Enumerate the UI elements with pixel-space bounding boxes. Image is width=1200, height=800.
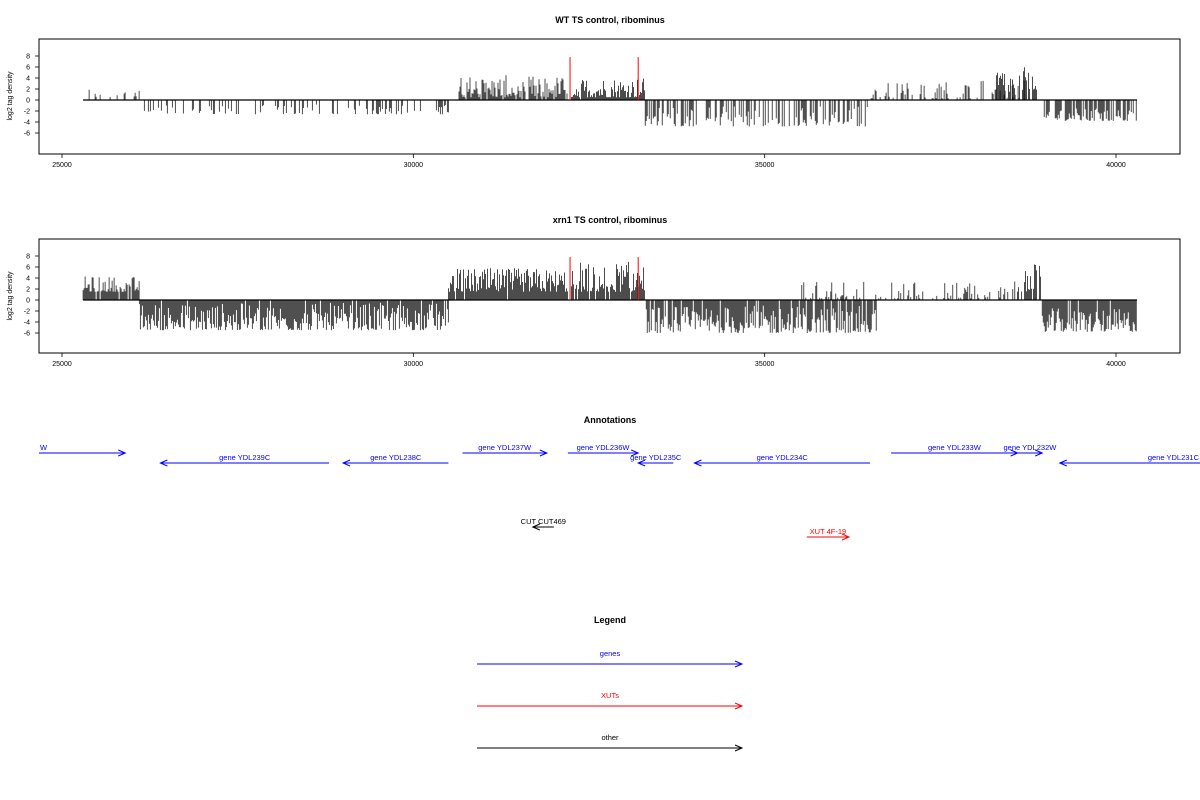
signal-segment bbox=[458, 75, 568, 100]
x-tick-label: 30000 bbox=[404, 162, 424, 169]
feature-arrow bbox=[531, 523, 554, 531]
y-tick-label: 4 bbox=[26, 76, 30, 83]
y-axis-label: log2 tag density bbox=[7, 71, 14, 121]
y-tick-label: -4 bbox=[24, 320, 30, 327]
feature-arrow bbox=[1058, 459, 1200, 467]
legend-arrow bbox=[477, 702, 744, 710]
panel-wt-ts-control: WT TS control, ribominus log2 tag densit… bbox=[7, 15, 1181, 170]
y-tick-label: -2 bbox=[24, 109, 30, 116]
y-tick-label: -6 bbox=[24, 331, 30, 338]
feature-label: gene YDL238C bbox=[370, 453, 422, 462]
signal-segment bbox=[138, 300, 449, 331]
x-tick-label: 35000 bbox=[755, 162, 775, 169]
x-tick-label: 25000 bbox=[52, 162, 72, 169]
y-tick-label: 4 bbox=[26, 276, 30, 283]
signal-segment bbox=[1017, 264, 1041, 300]
feature-arrow bbox=[567, 449, 640, 457]
legend-items: genes XUTs other bbox=[477, 649, 744, 752]
axis-ticks: 8 6 4 2 0 -2 -4 -6 25000 30000 35000 40000 bbox=[24, 54, 1126, 170]
signal-segment bbox=[143, 100, 449, 115]
signal-marks bbox=[83, 57, 1138, 127]
legend: Legend genes XUTs other bbox=[477, 615, 744, 752]
y-tick-label: -4 bbox=[24, 120, 30, 127]
plot-frame bbox=[38, 238, 1181, 354]
feature-arrow bbox=[341, 459, 449, 467]
panel-title: xrn1 TS control, ribominus bbox=[553, 215, 668, 225]
signal-segment bbox=[644, 100, 868, 127]
x-tick-label: 40000 bbox=[1106, 162, 1126, 169]
y-tick-label: -2 bbox=[24, 309, 30, 316]
legend-label: genes bbox=[600, 649, 621, 658]
panel-xrn1-ts-control: xrn1 TS control, ribominus log2 tag dens… bbox=[7, 215, 1181, 369]
signal-segment bbox=[645, 300, 877, 333]
feature-label: gene YDL234C bbox=[757, 453, 809, 462]
signal-segment bbox=[1043, 100, 1137, 121]
y-tick-label: 6 bbox=[26, 265, 30, 272]
feature-arrow bbox=[39, 449, 127, 457]
y-tick-label: 0 bbox=[26, 298, 30, 305]
signal-segment bbox=[571, 78, 645, 100]
y-tick-label: -6 bbox=[24, 131, 30, 138]
signal-segment bbox=[88, 89, 140, 100]
signal-marks bbox=[82, 257, 1138, 333]
y-tick-label: 6 bbox=[26, 65, 30, 72]
signal-segment bbox=[571, 261, 645, 300]
feature-label: gene YDL239C bbox=[219, 453, 271, 462]
feature-label: gene YDL231C bbox=[1148, 453, 1200, 462]
feature-label: gene YDL232W bbox=[1004, 443, 1058, 452]
signal-segment bbox=[448, 268, 568, 300]
legend-title: Legend bbox=[594, 615, 626, 625]
y-tick-label: 2 bbox=[26, 87, 30, 94]
y-tick-label: 2 bbox=[26, 287, 30, 294]
feature-label: gene YDL233W bbox=[928, 443, 982, 452]
axis-ticks: 8 6 4 2 0 -2 -4 -6 25000 30000 35000 40000 bbox=[24, 254, 1126, 369]
legend-label: XUTs bbox=[601, 691, 619, 700]
feature-arrow bbox=[693, 459, 871, 467]
feature-label: W bbox=[40, 443, 48, 452]
signal-segment bbox=[82, 276, 140, 300]
feature-label: CUT CUT469 bbox=[521, 517, 566, 526]
legend-arrow bbox=[477, 744, 744, 752]
feature-label: gene YDL235C bbox=[630, 453, 682, 462]
legend-label: other bbox=[601, 733, 619, 742]
x-tick-label: 25000 bbox=[52, 361, 72, 368]
feature-arrow bbox=[806, 533, 851, 541]
x-tick-label: 35000 bbox=[755, 361, 775, 368]
feature-label: gene YDL237W bbox=[478, 443, 532, 452]
signal-segment bbox=[996, 67, 1037, 100]
annotations-title: Annotations bbox=[584, 415, 637, 425]
panel-title: WT TS control, ribominus bbox=[555, 15, 665, 25]
x-tick-label: 40000 bbox=[1106, 361, 1126, 368]
y-tick-label: 0 bbox=[26, 98, 30, 105]
legend-arrow bbox=[477, 660, 744, 668]
signal-segment bbox=[1041, 300, 1137, 332]
feature-label: gene YDL236W bbox=[577, 443, 631, 452]
y-axis-label: log2 tag density bbox=[7, 271, 14, 321]
signal-segment bbox=[870, 80, 1025, 100]
feature-arrow bbox=[1017, 449, 1044, 457]
plot-frame bbox=[38, 38, 1181, 155]
y-tick-label: 8 bbox=[26, 254, 30, 261]
signal-segment bbox=[801, 281, 1016, 300]
feature-arrow bbox=[159, 459, 330, 467]
feature-label: XUT 4F-19 bbox=[810, 527, 847, 536]
feature-arrow bbox=[636, 459, 674, 467]
feature-arrow bbox=[462, 449, 549, 457]
y-tick-label: 8 bbox=[26, 54, 30, 61]
x-tick-label: 30000 bbox=[404, 361, 424, 368]
